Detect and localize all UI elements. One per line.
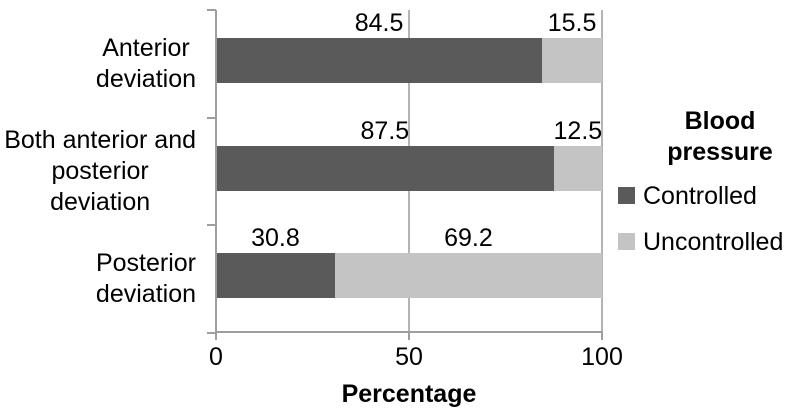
bar-value-label: 84.5 <box>354 9 404 37</box>
legend-swatch-controlled <box>618 187 635 204</box>
bar-value-label: 30.8 <box>251 224 300 253</box>
legend-item: Controlled <box>618 182 783 210</box>
bar-segment-controlled <box>216 145 554 191</box>
y-axis-line <box>215 10 217 333</box>
bar-value-label: 69.2 <box>444 224 493 253</box>
category-label: Posterior deviation <box>95 249 196 309</box>
category-label: Anterior deviation <box>95 33 196 93</box>
bar-segment-uncontrolled <box>334 253 602 299</box>
y-axis-tick <box>207 9 216 11</box>
legend-entry-label: Uncontrolled <box>643 228 784 256</box>
x-tick-label: 0 <box>209 343 223 371</box>
bar-value-label: 15.5 <box>547 9 597 37</box>
y-axis-labels: Anterior deviation Both anterior and post… <box>0 10 196 333</box>
bar-segment-uncontrolled <box>553 145 602 191</box>
x-tick-label: 100 <box>581 343 623 371</box>
gridline <box>601 10 603 333</box>
x-axis-title: Percentage <box>341 380 477 408</box>
x-axis-tick <box>215 331 217 340</box>
category-label: Both anterior and posterior deviation <box>4 125 196 216</box>
x-axis-tick-labels: 0 50 100 <box>209 343 623 375</box>
legend-items: Controlled Uncontrolled <box>618 182 783 256</box>
legend-item: Uncontrolled <box>618 228 783 256</box>
legend-swatch-uncontrolled <box>618 233 635 250</box>
bar-segment-controlled <box>216 253 335 299</box>
y-axis-tick <box>207 224 216 227</box>
x-axis-tick <box>408 331 410 340</box>
plot-area: 84.5 15.5 87.5 12.5 30.8 69.2 <box>207 9 603 340</box>
x-axis-tick <box>601 331 603 340</box>
bar-value-label: 87.5 <box>360 116 410 145</box>
x-tick-label: 50 <box>395 343 423 371</box>
bar-segment-controlled <box>216 38 543 83</box>
legend-entry-label: Controlled <box>643 182 757 210</box>
bar-segment-uncontrolled <box>542 38 602 83</box>
y-axis-tick <box>207 332 216 334</box>
legend-title: Blood pressure <box>667 107 773 166</box>
y-axis-tick <box>207 116 216 119</box>
bar-value-label: 12.5 <box>553 116 603 145</box>
